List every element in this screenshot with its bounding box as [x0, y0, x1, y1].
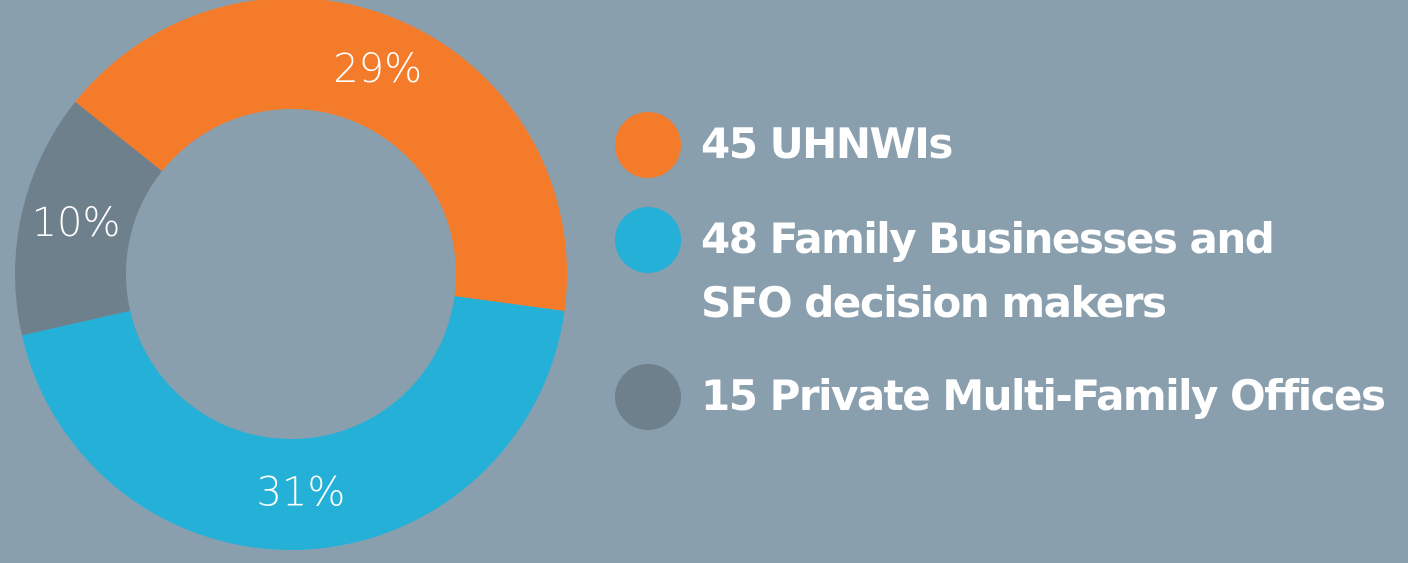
legend-swatch	[615, 207, 681, 273]
value-label: 31%	[256, 469, 345, 515]
legend-item: 45 UHNWIs	[615, 112, 953, 178]
legend-item: 48 Family Businesses and SFO decision ma…	[615, 207, 1301, 335]
chart: 29% 31% 10%	[15, 0, 567, 551]
donut-segment	[21, 296, 565, 551]
donut-segment	[15, 101, 162, 336]
donut-segment	[75, 0, 567, 312]
legend-label: 15 Private Multi-Family Offices	[701, 371, 1386, 420]
value-label: 29%	[333, 46, 422, 92]
legend-item: 15 Private Multi-Family Offices	[615, 364, 1386, 430]
value-label: 10%	[32, 200, 121, 246]
legend-label: 45 UHNWIs	[701, 119, 953, 168]
legend-swatch	[615, 364, 681, 430]
legend-label: 48 Family Businesses and SFO decision ma…	[701, 214, 1275, 327]
legend-swatch	[615, 112, 681, 178]
